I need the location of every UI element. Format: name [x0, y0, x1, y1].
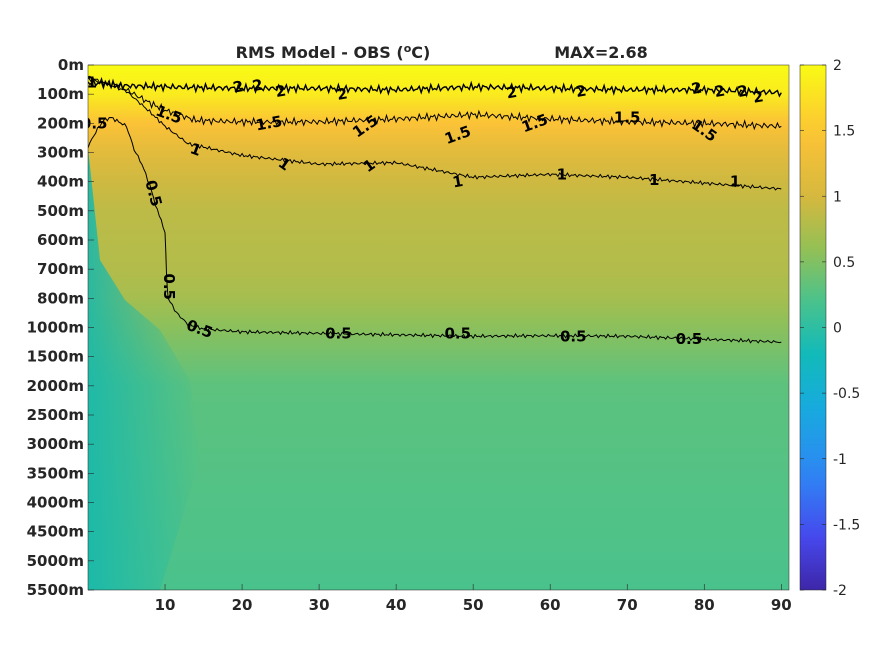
- colorbar-tick-label: -0.5: [833, 386, 860, 402]
- contour-label: 0.5: [560, 327, 587, 345]
- y-tick-label: 500m: [37, 202, 84, 220]
- x-tick-label: 90: [771, 596, 792, 614]
- contour-label: 1: [557, 165, 567, 183]
- heatmap-field: [88, 65, 789, 590]
- colorbar-tick-label: 2: [833, 58, 842, 74]
- y-tick-label: 100m: [37, 85, 84, 103]
- x-tick-label: 60: [540, 596, 561, 614]
- contour-line-0-5: [88, 116, 782, 344]
- y-tick-label: 300m: [37, 144, 84, 162]
- colorbar-tick-label: 0: [833, 321, 842, 337]
- contour-label: 1.5: [614, 109, 641, 127]
- y-tick-label: 2000m: [27, 377, 84, 395]
- contour-line-2: [88, 78, 782, 98]
- colorbar-tick-label: -1.5: [833, 517, 860, 533]
- plot-area: 1 2 2 2 2 2 2 2 2 2 21.5 1.5 1.5 1.5 1.5 1.5 1.511 11 1 1 10…: [81, 65, 789, 590]
- y-tick-label: 4500m: [27, 523, 84, 541]
- x-tick-label: 40: [386, 596, 407, 614]
- contour-label: 1: [87, 74, 97, 92]
- x-axis-ticks: 10 20 30 40 50 60 70 80 90: [155, 584, 792, 614]
- contour-label: 2: [690, 79, 703, 99]
- x-tick-label: 10: [155, 596, 176, 614]
- contour-label: 2: [736, 82, 749, 102]
- contour-label: 0.5: [676, 330, 703, 348]
- contour-label: 0.5: [160, 273, 178, 300]
- x-tick-label: 20: [232, 596, 253, 614]
- y-tick-label: 400m: [37, 173, 84, 191]
- y-tick-label: 1000m: [27, 319, 84, 337]
- contour-label: 1: [649, 171, 659, 189]
- y-tick-label: 800m: [37, 289, 84, 307]
- y-tick-label: 2500m: [27, 406, 84, 424]
- contour-label: 0.5: [325, 324, 352, 342]
- contour-label: 1: [730, 173, 740, 191]
- contour-label: 2: [274, 82, 287, 102]
- colorbar-ticks: 2 1.5 1 0.5 0 -0.5 -1 -1.5 -2: [800, 58, 860, 599]
- contour-label: 2: [251, 76, 264, 96]
- y-tick-label: 0m: [58, 56, 84, 74]
- x-tick-label: 30: [309, 596, 330, 614]
- max-value-label: MAX=2.68: [554, 43, 648, 62]
- colorbar: [799, 64, 827, 591]
- colorbar-tick-label: -2: [833, 583, 847, 599]
- colorbar-tick-label: -1: [833, 452, 847, 468]
- y-tick-label: 200m: [37, 114, 84, 132]
- y-tick-label: 3000m: [27, 435, 84, 453]
- y-tick-label: 600m: [37, 231, 84, 249]
- contour-label: 2: [335, 84, 348, 104]
- contour-line-1: [88, 75, 782, 191]
- contour-label: 2: [713, 82, 726, 102]
- contour-label: 0.5: [445, 324, 472, 342]
- contour-label: 2: [751, 87, 764, 107]
- colorbar-tick-label: 1: [833, 189, 842, 205]
- chart-title: RMS Model - OBS (oC): [236, 42, 431, 62]
- colorbar-tick-label: 0.5: [833, 255, 855, 271]
- y-tick-label: 4000m: [27, 494, 84, 512]
- contour-label: 2: [231, 77, 244, 97]
- x-tick-label: 80: [694, 596, 715, 614]
- y-tick-label: 5000m: [27, 552, 84, 570]
- colorbar-tick-label: 1.5: [833, 124, 855, 140]
- contour-label: 1: [451, 172, 464, 192]
- coastal-low-region: [88, 148, 200, 590]
- y-tick-label: 3500m: [27, 464, 84, 482]
- contour-label: 0.5: [81, 114, 108, 132]
- contour-labels: 1 2 2 2 2 2 2 2 2 2 21.5 1.5 1.5 1.5 1.5 1.5 1.511 11 1 1 10…: [81, 74, 765, 349]
- x-tick-label: 50: [463, 596, 484, 614]
- contour-label: 2: [574, 82, 587, 102]
- y-axis-ticks: 0m 100m 200m 300m 400m 500m 600m 700m 800m 1000m 1…: [27, 56, 94, 599]
- y-tick-label: 5500m: [27, 581, 84, 599]
- contour-label: 1.5: [254, 112, 283, 134]
- y-tick-label: 700m: [37, 260, 84, 278]
- contour-line-1-5: [88, 76, 782, 131]
- contour-label: 2: [505, 83, 518, 103]
- contour-lines: [88, 75, 782, 344]
- y-tick-label: 1500m: [27, 348, 84, 366]
- x-tick-label: 70: [617, 596, 638, 614]
